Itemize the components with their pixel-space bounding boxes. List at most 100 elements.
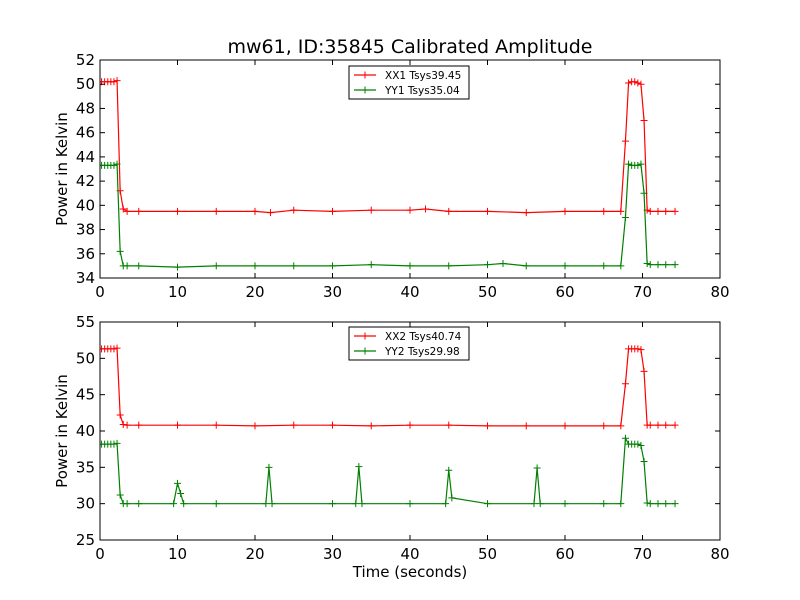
data-point [621,137,629,145]
data-point [600,207,608,215]
y-tick-label: 40 [76,196,95,214]
data-point [637,160,645,168]
top-panel: 0 10 20 30 40 50 60 70 80 34 36 38 40 42 44 46 48 50 52 Pow… [53,51,730,301]
data-point [640,117,648,125]
data-point [329,207,336,215]
data-point [646,207,654,215]
data-point [654,261,662,269]
data-point [662,421,670,429]
data-point [262,500,270,508]
data-point [116,247,124,255]
data-point [662,207,670,215]
x-axis-label: Time (seconds) [352,563,468,581]
data-point [116,411,124,419]
data-point [113,160,121,168]
data-point [634,79,642,87]
data-point [352,500,360,508]
data-point [631,78,639,86]
legend-box [348,65,470,100]
data-point [177,489,185,497]
y-tick-label: 50 [76,75,95,93]
data-point [646,421,654,429]
chart-title: mw61, ID:35845 Calibrated Amplitude [227,36,592,58]
data-point [113,77,121,85]
x-tick-label: 20 [245,283,264,301]
data-point [621,434,629,442]
data-point [536,500,544,508]
data-point [600,422,608,430]
data-point [110,161,118,169]
y-tick-label: 25 [76,531,95,549]
legend: XX1 Tsys39.45 YY1 Tsys35.04 [348,65,470,100]
series-1 [100,77,679,217]
data-point [422,205,429,213]
x-tick-label: 80 [710,283,729,301]
x-tick-label: 30 [323,545,342,563]
data-point [174,263,181,271]
x-tick-label: 0 [95,283,105,301]
data-point [367,206,375,214]
data-point [329,262,336,270]
legend-marker [361,86,369,94]
data-point [654,207,662,215]
data-point [174,479,181,487]
data-point [617,500,625,508]
legend-marker [361,332,369,340]
data-point [637,442,645,450]
data-point [445,207,453,215]
data-point [329,500,336,508]
data-point [671,261,679,269]
data-point [135,207,143,215]
y-axis-label: Power in Kelvin [53,374,71,488]
x-tick-label: 60 [555,545,574,563]
data-point [265,463,273,471]
data-point [251,422,259,430]
data-point [484,207,491,215]
data-point [135,421,143,429]
y-tick-label: 55 [76,313,95,331]
x-tick-label: 70 [633,283,652,301]
data-point [561,207,569,215]
data-point [135,262,143,270]
data-point [561,422,569,430]
data-point [621,380,629,388]
data-point [671,421,679,429]
data-point [135,500,143,508]
data-point [174,207,181,215]
y-tick-label: 36 [76,245,95,263]
data-point [212,421,220,429]
data-point [212,500,220,508]
data-point [445,262,453,270]
data-point [110,345,118,353]
data-point [671,500,679,508]
data-point [617,422,625,430]
data-point [448,494,456,502]
y-tick-label: 40 [76,422,95,440]
legend-label: XX2 Tsys40.74 [385,331,462,343]
data-point [123,500,131,508]
x-tick-label: 0 [95,545,105,563]
y-axis-label: Power in Kelvin [53,112,71,226]
data-point [367,261,375,269]
data-point [110,78,118,86]
data-point [646,500,654,508]
data-point [637,80,645,88]
bottom-panel: 0 10 20 30 40 50 60 70 80 25 30 35 40 45 50 55 Power in … [53,313,730,581]
data-point [268,500,276,508]
x-tick-label: 50 [478,545,497,563]
data-point [637,346,645,354]
data-point [119,420,127,428]
data-point [671,207,679,215]
data-point [643,259,651,267]
series-2 [100,434,679,508]
data-point [329,421,336,429]
y-tick-label: 38 [76,221,95,239]
y-tick-label: 46 [76,124,95,142]
data-point [290,421,298,429]
data-point [251,207,259,215]
data-point [640,458,648,466]
data-point [290,206,298,214]
y-tick-label: 30 [76,495,95,513]
data-point [180,500,188,508]
